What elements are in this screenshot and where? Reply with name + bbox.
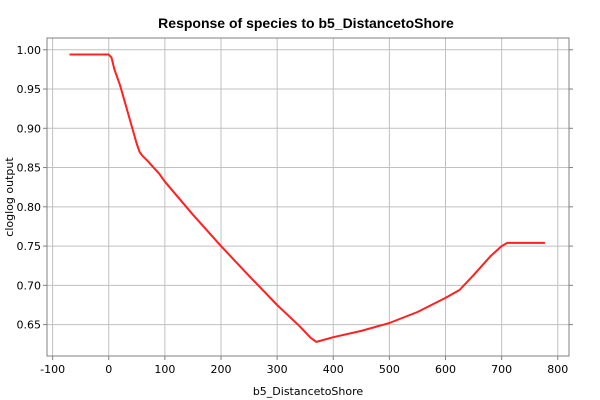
y-tick-label: 0.70 — [17, 279, 42, 292]
y-tick-label: 0.90 — [17, 122, 42, 135]
y-tick-label: 0.80 — [17, 201, 42, 214]
y-tick-label: 1.00 — [17, 44, 42, 57]
x-tick-label: 200 — [211, 363, 232, 376]
grid-layer — [47, 38, 569, 356]
x-tick-label: 300 — [267, 363, 288, 376]
tick-layer: -100 0 100 200 300 400 500 600 700 800 0.65 0.70 0.7… — [17, 44, 573, 376]
response-curve — [69, 53, 545, 343]
y-tick-label: 0.65 — [17, 319, 42, 332]
x-tick-label: -100 — [40, 363, 65, 376]
y-tick-label: 0.75 — [17, 240, 42, 253]
x-tick-label: 700 — [491, 363, 512, 376]
x-tick-label: 100 — [154, 363, 175, 376]
y-tick-label: 0.85 — [17, 162, 42, 175]
plot-frame — [46, 37, 570, 357]
x-tick-label: 800 — [547, 363, 568, 376]
x-axis-label: b5_DistancetoShore — [253, 385, 364, 398]
x-tick-label: 400 — [323, 363, 344, 376]
x-tick-label: 500 — [379, 363, 400, 376]
series-layer — [69, 53, 545, 343]
y-axis-label: cloglog output — [3, 157, 16, 237]
y-tick-label: 0.95 — [17, 83, 42, 96]
x-tick-label: 0 — [105, 363, 112, 376]
x-tick-label: 600 — [435, 363, 456, 376]
chart-title: Response of species to b5_DistancetoShor… — [158, 15, 454, 31]
